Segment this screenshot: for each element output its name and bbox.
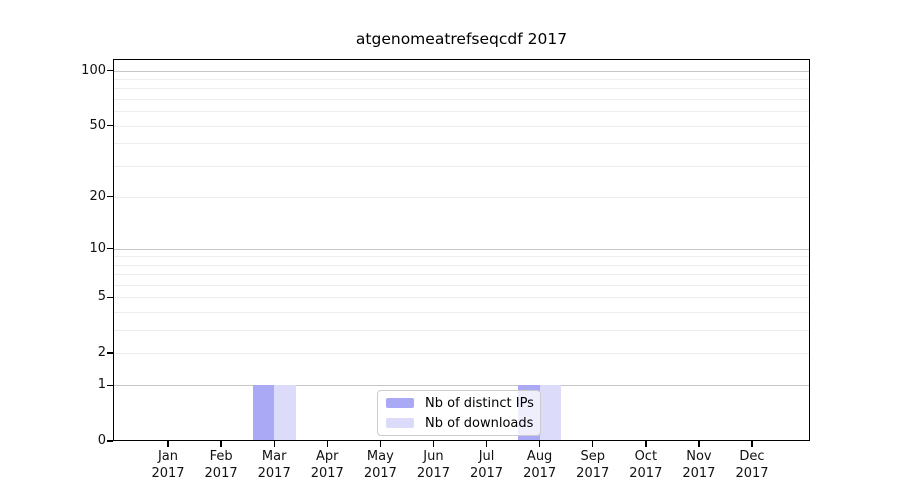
x-tick-label: Dec 2017 — [735, 449, 769, 481]
y-tick-mark — [107, 296, 113, 298]
bar-aug-downloads — [539, 385, 562, 441]
plot-area — [113, 59, 810, 441]
minor-gridline — [113, 99, 810, 101]
x-tick-mark — [751, 441, 753, 447]
y-tick-mark — [107, 384, 113, 387]
x-tick-label: Nov 2017 — [682, 449, 716, 481]
x-tick-mark — [539, 441, 541, 447]
y-tick-mark — [107, 248, 113, 250]
y-tick-label: 5 — [97, 289, 106, 305]
downloads-swatch-icon — [386, 418, 414, 428]
minor-gridline — [113, 165, 810, 167]
x-tick-mark — [220, 441, 222, 447]
minor-gridline — [113, 125, 810, 127]
y-tick-mark — [107, 440, 113, 442]
minor-gridline — [113, 143, 810, 145]
x-tick-label: Jul 2017 — [469, 449, 504, 481]
x-tick-label: Sep 2017 — [576, 449, 610, 481]
legend-row: Nb of distinct IPs — [386, 395, 534, 411]
y-tick-label: 20 — [89, 188, 106, 204]
minor-gridline — [113, 329, 810, 331]
x-tick-mark — [485, 441, 488, 447]
distinct-ips-swatch-icon — [386, 398, 414, 408]
minor-gridline — [113, 264, 810, 266]
x-tick-label: Apr 2017 — [310, 449, 344, 481]
major-gridline — [113, 70, 810, 72]
x-tick-mark — [592, 441, 594, 447]
minor-gridline — [113, 274, 810, 276]
major-gridline — [113, 248, 810, 250]
x-tick-mark — [379, 441, 382, 447]
x-tick-label: Jun 2017 — [416, 449, 450, 481]
x-tick-mark — [645, 441, 647, 447]
x-tick-mark — [167, 441, 169, 447]
major-gridline — [113, 385, 810, 387]
x-tick-mark — [326, 441, 328, 447]
y-tick-mark — [107, 196, 113, 198]
minor-gridline — [113, 352, 810, 354]
minor-gridline — [113, 88, 810, 90]
x-tick-label: Mar 2017 — [257, 449, 291, 481]
y-tick-label: 1 — [97, 377, 106, 393]
x-tick-label: Jan 2017 — [151, 449, 185, 481]
legend-label-distinct-ips: Nb of distinct IPs — [425, 395, 534, 411]
minor-gridline — [113, 111, 810, 113]
bar-mar-downloads — [274, 385, 296, 441]
legend-label-downloads: Nb of downloads — [425, 415, 534, 431]
minor-gridline — [113, 196, 810, 198]
bar-mar-distinct-ips — [252, 385, 275, 441]
y-tick-label: 10 — [89, 240, 106, 256]
minor-gridline — [113, 79, 810, 81]
y-tick-mark — [107, 70, 113, 72]
x-tick-label: Aug 2017 — [523, 449, 557, 481]
minor-gridline — [113, 311, 810, 313]
y-tick-label: 50 — [89, 117, 106, 133]
y-tick-mark — [107, 352, 113, 354]
x-tick-mark — [432, 441, 435, 447]
legend: Nb of distinct IPs Nb of downloads — [377, 390, 541, 436]
y-tick-label: 0 — [97, 433, 106, 448]
y-tick-mark — [107, 125, 113, 127]
x-tick-mark — [273, 441, 275, 447]
grid-layer — [113, 59, 810, 441]
bars-layer — [113, 59, 810, 441]
x-tick-mark — [698, 441, 700, 447]
x-tick-label: Oct 2017 — [629, 449, 663, 481]
chart-title: atgenomeatrefseqcdf 2017 — [355, 30, 568, 48]
y-tick-label: 2 — [97, 344, 106, 360]
x-tick-label: Feb 2017 — [204, 449, 238, 481]
minor-gridline — [113, 256, 810, 258]
legend-row: Nb of downloads — [386, 415, 534, 431]
minor-gridline — [113, 297, 810, 299]
y-tick-label: 100 — [81, 62, 106, 78]
minor-gridline — [113, 284, 810, 286]
x-tick-label: May 2017 — [363, 449, 397, 481]
